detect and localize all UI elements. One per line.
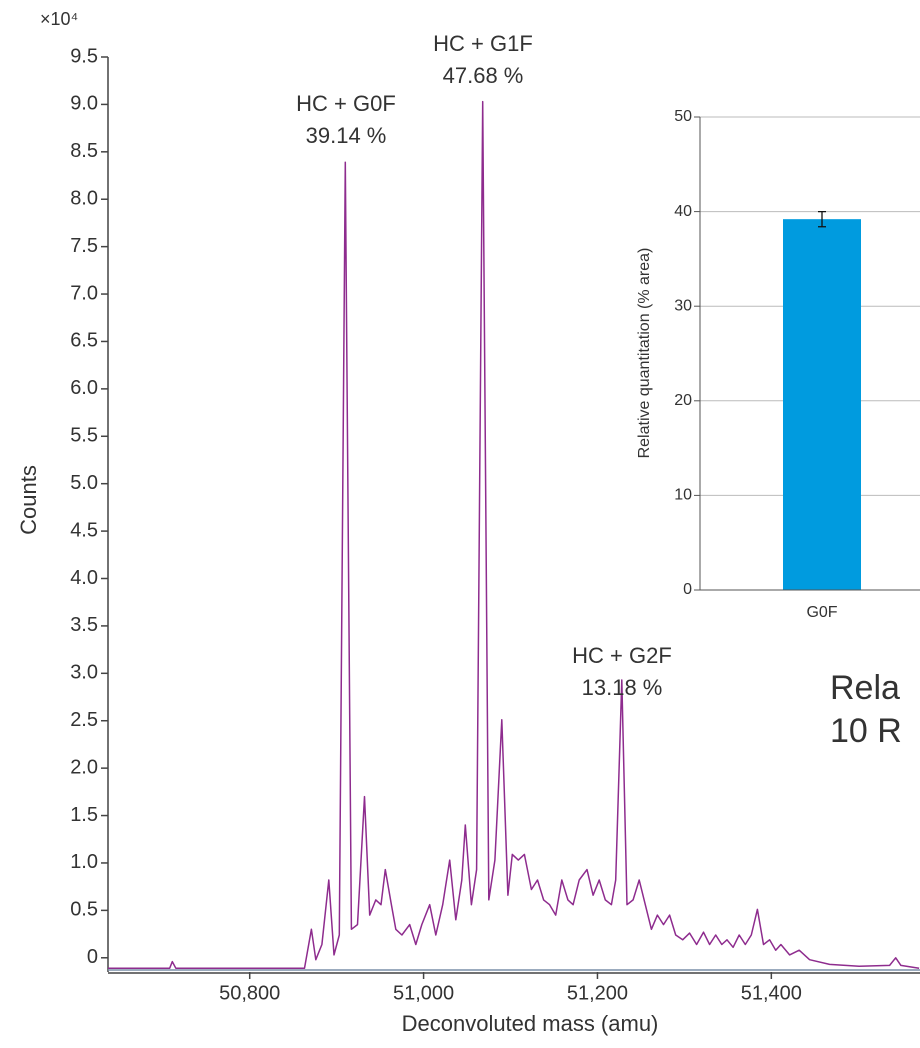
caption-line: 10 R bbox=[830, 712, 902, 750]
y-tick-label: 5.5 bbox=[70, 425, 98, 447]
x-tick-label: 51,400 bbox=[741, 982, 802, 1004]
peak-annotation: 47.68 % bbox=[443, 63, 524, 88]
y-tick-label: 40 bbox=[674, 203, 692, 220]
y-tick-label: 6.5 bbox=[70, 330, 98, 352]
y-tick-label: 9.0 bbox=[70, 93, 98, 115]
y-tick-label: 30 bbox=[674, 297, 692, 314]
y-tick-label: 50 bbox=[674, 108, 692, 125]
y-tick-label: 0 bbox=[87, 946, 98, 968]
y-tick-label: 2.5 bbox=[70, 709, 98, 731]
y-tick-label: 10 bbox=[674, 487, 692, 504]
y-tick-label: 2.0 bbox=[70, 756, 98, 778]
y-tick-label: 4.0 bbox=[70, 567, 98, 589]
peak-annotation: HC + G2F bbox=[572, 643, 672, 668]
y-tick-label: 7.5 bbox=[70, 235, 98, 257]
x-axis-label: Deconvoluted mass (amu) bbox=[402, 1011, 659, 1036]
peak-annotation: 13.18 % bbox=[582, 675, 663, 700]
x-tick-label: 50,800 bbox=[219, 982, 280, 1004]
peak-annotation: 39.14 % bbox=[306, 123, 387, 148]
y-tick-label: 0.5 bbox=[70, 899, 98, 921]
x-tick-label: 51,200 bbox=[567, 982, 628, 1004]
y-tick-label: 8.5 bbox=[70, 140, 98, 162]
y-tick-label: 6.0 bbox=[70, 377, 98, 399]
y-tick-label: 0 bbox=[683, 581, 692, 598]
bar bbox=[783, 219, 861, 590]
y-tick-label: 8.0 bbox=[70, 188, 98, 210]
spectrum-line bbox=[108, 100, 920, 969]
y-tick-label: 5.0 bbox=[70, 472, 98, 494]
y-axis-label: Relative quantitation (% area) bbox=[636, 248, 653, 459]
peak-annotation: HC + G1F bbox=[433, 31, 533, 56]
y-tick-label: 9.5 bbox=[70, 45, 98, 67]
y-tick-label: 20 bbox=[674, 392, 692, 409]
y-tick-label: 1.0 bbox=[70, 851, 98, 873]
caption-line: Rela bbox=[830, 669, 900, 707]
x-tick-label: G0F bbox=[806, 604, 837, 621]
y-tick-label: 3.0 bbox=[70, 662, 98, 684]
y-tick-label: 3.5 bbox=[70, 614, 98, 636]
y-tick-label: 7.0 bbox=[70, 282, 98, 304]
y-axis-label: Counts bbox=[16, 465, 41, 535]
peak-annotation: HC + G0F bbox=[296, 91, 396, 116]
y-tick-label: 4.5 bbox=[70, 519, 98, 541]
error-bar bbox=[818, 210, 826, 228]
y-tick-label: 1.5 bbox=[70, 804, 98, 826]
y-multiplier: ×10⁴ bbox=[40, 9, 78, 29]
x-tick-label: 51,000 bbox=[393, 982, 454, 1004]
